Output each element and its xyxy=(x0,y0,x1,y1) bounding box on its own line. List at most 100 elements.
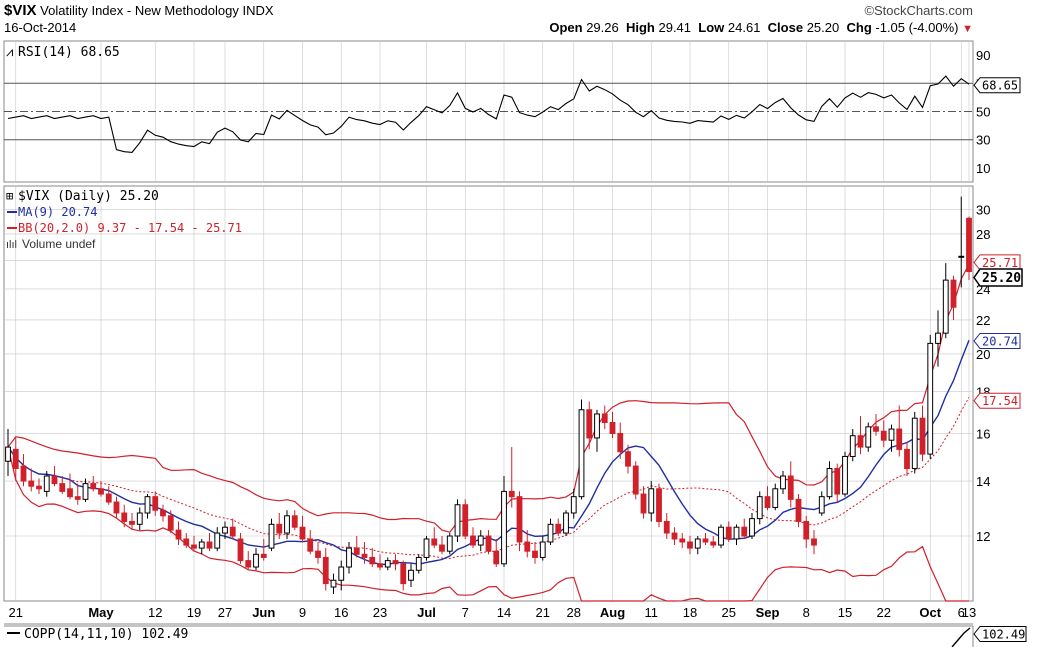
candle-body xyxy=(431,538,438,546)
candle-body xyxy=(935,332,941,344)
copp-panel xyxy=(951,627,971,647)
candle-body xyxy=(694,538,701,549)
candle xyxy=(586,401,593,450)
price-panel xyxy=(5,196,972,602)
candle xyxy=(299,515,306,543)
candle xyxy=(818,491,825,516)
candle xyxy=(191,536,197,552)
candle-body xyxy=(346,547,352,568)
candle xyxy=(687,536,693,555)
candle xyxy=(811,530,817,555)
candle-body xyxy=(284,515,290,534)
candle-body xyxy=(749,518,755,537)
candle-body xyxy=(330,579,337,588)
x-tick-label: 21 xyxy=(536,605,550,620)
candle-body xyxy=(129,520,135,525)
candle-body xyxy=(493,550,500,565)
symbol-name: Volatility Index - New Methodology xyxy=(40,3,239,18)
candle xyxy=(873,413,879,436)
high-value: 29.41 xyxy=(658,20,692,35)
site-watermark: ©StockCharts.com xyxy=(864,3,973,18)
candle xyxy=(400,560,407,591)
candle-body xyxy=(671,532,678,540)
open-label: Open xyxy=(549,20,583,35)
candle xyxy=(617,422,624,459)
candle xyxy=(718,524,724,549)
candle xyxy=(408,563,414,588)
candle xyxy=(555,518,562,537)
candle-body xyxy=(454,504,461,537)
x-tick-label: 8 xyxy=(803,605,810,620)
candle xyxy=(307,530,314,555)
close-tag-text: 25.20 xyxy=(982,271,1021,286)
x-tick-label: 22 xyxy=(877,605,891,620)
x-tick-label: Oct xyxy=(919,605,941,620)
candle-body xyxy=(826,468,833,498)
candle-body xyxy=(20,465,27,482)
bb-middle-tag: 17.54 xyxy=(973,392,1021,409)
bb-middle-tag-text: 17.54 xyxy=(982,394,1018,408)
candle xyxy=(648,481,655,522)
candle xyxy=(439,536,445,555)
candle-body xyxy=(942,279,949,334)
candle-body xyxy=(5,446,11,462)
candle-body xyxy=(322,556,329,585)
chg-value: -1.05 (-4.00%) xyxy=(875,20,959,35)
candle-body xyxy=(532,550,538,558)
candle xyxy=(640,486,647,519)
chg-label: Chg xyxy=(846,20,872,35)
rsi-tick-label: 10 xyxy=(976,161,990,176)
candle-body xyxy=(51,475,58,485)
candle-body xyxy=(656,488,662,522)
candle-body xyxy=(477,535,484,546)
candle-body xyxy=(563,512,569,534)
candle-body xyxy=(74,496,81,500)
candle xyxy=(702,533,709,546)
candle-body xyxy=(191,544,197,549)
candle-body xyxy=(98,488,104,495)
candle-body xyxy=(873,426,879,432)
candle-body xyxy=(849,435,856,457)
rsi-tick-label: 50 xyxy=(976,105,990,120)
candle-body xyxy=(508,490,515,498)
price-tick-label: 12 xyxy=(976,529,990,544)
candle xyxy=(28,468,35,492)
x-tick-label: 28 xyxy=(567,605,581,620)
candle-body xyxy=(222,526,228,534)
close-tag: 25.20 xyxy=(973,268,1023,287)
price-tick-label: 14 xyxy=(976,474,990,489)
candle xyxy=(276,513,283,539)
candle xyxy=(253,548,259,571)
candle xyxy=(772,483,779,511)
candle xyxy=(570,488,577,519)
candle xyxy=(710,536,717,549)
candle-body xyxy=(229,526,236,537)
x-tick-label: 19 xyxy=(187,605,201,620)
low-value: 24.61 xyxy=(727,20,761,35)
x-tick-label: 14 xyxy=(497,605,511,620)
candle xyxy=(43,471,50,497)
candle-body xyxy=(369,556,376,565)
candle-body xyxy=(439,544,445,552)
open-value: 29.26 xyxy=(586,20,619,35)
candle xyxy=(5,429,11,477)
candle xyxy=(346,542,352,574)
candle xyxy=(291,510,298,531)
candle xyxy=(834,463,841,503)
price-legend-icon: ⊞ xyxy=(6,189,13,203)
candle-body xyxy=(733,526,740,540)
bb-lower-line xyxy=(7,446,969,602)
x-tick-label: 9 xyxy=(299,605,306,620)
candle-body xyxy=(470,535,476,546)
candle xyxy=(694,536,701,555)
x-tick-label: Jul xyxy=(417,605,436,620)
candle xyxy=(594,409,600,452)
candle xyxy=(942,263,949,339)
exchange: INDX xyxy=(242,3,274,18)
candle-body xyxy=(795,498,802,522)
candle xyxy=(36,478,42,495)
candle xyxy=(787,461,794,508)
candle-body xyxy=(175,529,182,540)
candle-body xyxy=(408,569,414,581)
x-tick-label: 11 xyxy=(645,605,659,620)
